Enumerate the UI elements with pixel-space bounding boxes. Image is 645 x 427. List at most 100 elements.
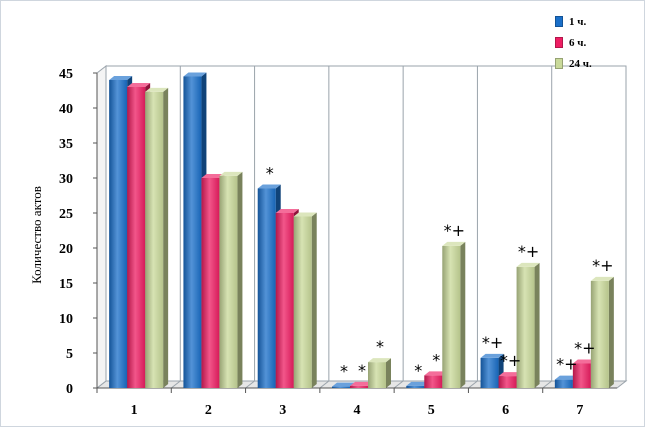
bar-side [460, 241, 466, 388]
bar [442, 241, 466, 388]
bar-top [257, 184, 281, 189]
x-tick-label: 6 [502, 403, 509, 418]
bar-top [219, 171, 243, 176]
bar-side [608, 276, 614, 388]
x-tick-label: 7 [576, 403, 583, 418]
bar-side [311, 212, 317, 388]
bar-top [424, 371, 448, 376]
x-tick-label: 5 [428, 403, 435, 418]
y-tick-label: 0 [66, 382, 73, 397]
annotation-label: * [414, 361, 422, 380]
bar-front [332, 386, 350, 388]
bar-top [332, 382, 355, 387]
bar-side [237, 171, 243, 388]
bar-front [257, 188, 276, 388]
gridline [468, 380, 478, 389]
bar-side [386, 358, 391, 388]
annotation-label: * [358, 361, 366, 380]
significance-annotations: ** *****+*+*+*+*+*+*+ [266, 164, 614, 381]
annotation-label: * [340, 362, 348, 381]
gridlines [170, 66, 553, 389]
annotation-label: *+ [556, 355, 577, 374]
annotation-label: *+ [592, 256, 613, 275]
x-tick-label: 1 [131, 403, 138, 418]
annotation-label: *+ [500, 351, 521, 370]
annotation-label: * [432, 350, 440, 369]
y-tick-label: 10 [59, 312, 73, 327]
bar-top [201, 174, 225, 178]
bar-top [572, 359, 596, 364]
bar-front [109, 80, 128, 388]
y-tick-label: 25 [59, 207, 73, 222]
bar-side [163, 87, 169, 389]
bar [368, 358, 391, 388]
bar-front [368, 362, 386, 388]
bar [219, 171, 243, 388]
y-tick-label: 40 [59, 102, 73, 117]
annotation-label: * [376, 337, 384, 356]
bar-top [275, 209, 299, 213]
bar [516, 262, 540, 388]
y-tick-label: 20 [59, 242, 73, 257]
gridline [170, 380, 181, 389]
bar-top [350, 381, 373, 386]
bar [145, 87, 169, 389]
bar-front [590, 280, 609, 388]
bar-side [534, 262, 540, 388]
x-axis: 1 2 3 4 5 6 7 [96, 387, 617, 418]
y-tick-label: 15 [59, 277, 73, 292]
legend-item-6h: 6 ч. [555, 32, 592, 53]
annotation-label: *+ [518, 242, 539, 261]
bar-top [498, 372, 522, 377]
bar-top [183, 72, 207, 77]
x-tick-label: 4 [354, 403, 361, 418]
annotation-label: *+ [482, 333, 503, 352]
bar-front [127, 87, 146, 388]
bar-top [590, 276, 614, 281]
bar-front [554, 379, 573, 388]
legend-label-1h: 1 ч. [569, 15, 587, 28]
annotation-label: *+ [444, 221, 465, 240]
y-tick-label: 45 [59, 67, 73, 82]
bar-top [368, 358, 391, 363]
bar-top [554, 375, 578, 380]
bar-front [498, 376, 517, 388]
bar-top [127, 83, 151, 87]
gridline [542, 380, 553, 389]
bar-top [480, 353, 504, 358]
bar [590, 276, 614, 388]
y-axis: 0 5 10 15 20 25 30 35 40 45 [59, 67, 98, 397]
bar-front [442, 245, 461, 388]
legend-swatch-1h [555, 16, 563, 27]
bar-top [406, 381, 430, 386]
x-tick-label: 3 [279, 403, 286, 418]
legend-item-1h: 1 ч. [555, 11, 592, 32]
legend-label-24h: 24 ч. [569, 57, 592, 70]
bar-top [145, 87, 169, 92]
y-axis-label: Количество актов [29, 186, 44, 284]
bar-top [109, 76, 133, 80]
plot-background [95, 64, 628, 390]
annotation-label: * [266, 164, 274, 183]
bar-front [406, 385, 425, 388]
bar-front [201, 178, 220, 388]
y-tick-label: 5 [66, 347, 73, 362]
bar-top [516, 262, 540, 267]
bars [109, 72, 614, 389]
legend-label-6h: 6 ч. [569, 36, 587, 49]
x-tick-label: 2 [205, 403, 212, 418]
gridline [245, 380, 255, 389]
bar-top [442, 241, 466, 246]
bar-front [275, 213, 294, 388]
gridline [319, 380, 330, 389]
y-tick-label: 30 [59, 172, 73, 187]
bar-top [293, 212, 317, 217]
bar-front [516, 266, 535, 388]
bar-front [183, 76, 202, 388]
legend-item-24h: 24 ч. [555, 53, 592, 74]
legend-swatch-24h [555, 58, 563, 69]
gridline [393, 380, 404, 389]
bar-front [219, 175, 238, 388]
legend: 1 ч. 6 ч. 24 ч. [555, 11, 592, 74]
